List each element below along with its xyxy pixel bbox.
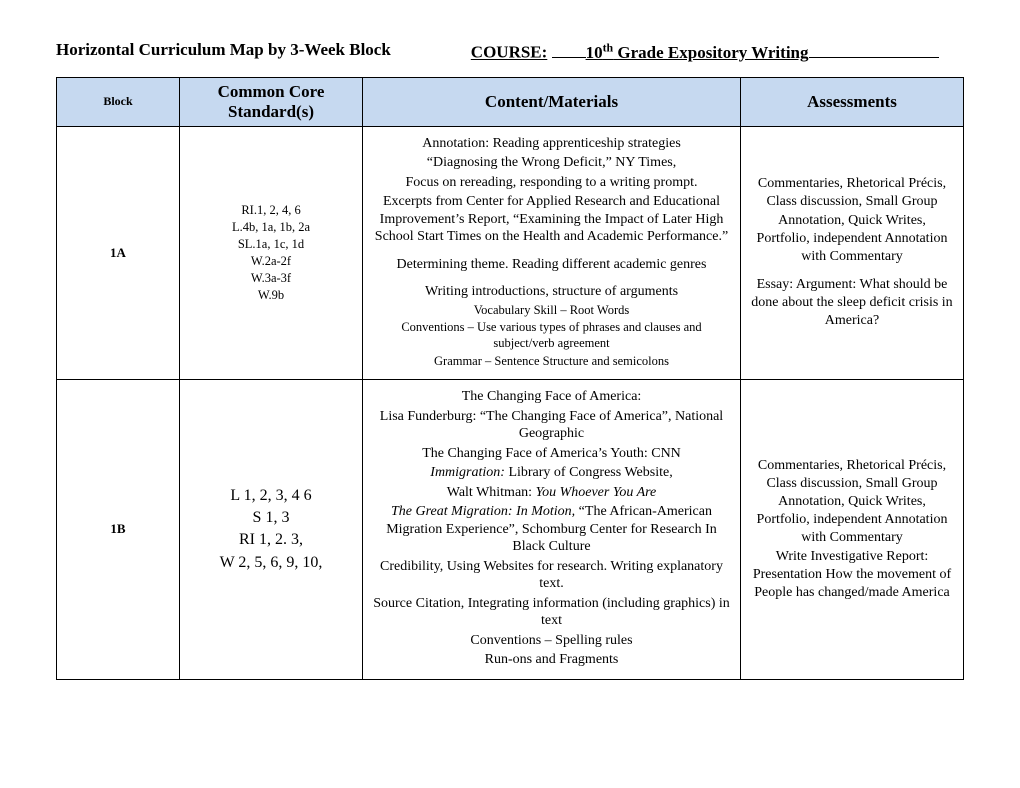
course-name: 10th Grade Expository Writing [586, 43, 809, 62]
col-block: Block [57, 77, 180, 126]
content-line: Run-ons and Fragments [373, 651, 730, 669]
content-line: The Changing Face of America: [373, 388, 730, 406]
table-row: 1ARI.1, 2, 4, 6L.4b, 1a, 1b, 2aSL.1a, 1c… [57, 126, 964, 380]
standard-line: W.9b [190, 287, 352, 304]
curriculum-table: Block Common Core Standard(s) Content/Ma… [56, 77, 964, 680]
col-standards: Common Core Standard(s) [180, 77, 363, 126]
content-line: Vocabulary Skill – Root Words [373, 303, 730, 319]
content-line: “Diagnosing the Wrong Deficit,” NY Times… [373, 154, 730, 172]
standard-line: L.4b, 1a, 1b, 2a [190, 219, 352, 236]
standard-line: L 1, 2, 3, 4 6 [190, 485, 352, 507]
standards-cell: L 1, 2, 3, 4 6S 1, 3RI 1, 2. 3,W 2, 5, 6… [180, 380, 363, 680]
content-line: Grammar – Sentence Structure and semicol… [373, 354, 730, 370]
standard-line: SL.1a, 1c, 1d [190, 236, 352, 253]
course-trail [809, 57, 939, 58]
content-line: Annotation: Reading apprenticeship strat… [373, 135, 730, 153]
table-header-row: Block Common Core Standard(s) Content/Ma… [57, 77, 964, 126]
content-line: The Changing Face of America’s Youth: CN… [373, 445, 730, 463]
content-cell: The Changing Face of America: Lisa Funder… [363, 380, 741, 680]
content-line: Excerpts from Center for Applied Researc… [373, 193, 730, 246]
content-line: Credibility, Using Websites for research… [373, 558, 730, 593]
standard-line: W.2a-2f [190, 253, 352, 270]
col-assessments: Assessments [741, 77, 964, 126]
content-line: Walt Whitman: You Whoever You Are [373, 484, 730, 502]
content-line: Determining theme. Reading different aca… [373, 256, 730, 274]
standard-line: RI 1, 2. 3, [190, 529, 352, 551]
course-label: COURSE: [471, 43, 548, 62]
block-cell: 1A [57, 126, 180, 380]
content-cell: Annotation: Reading apprenticeship strat… [363, 126, 741, 380]
table-row: 1BL 1, 2, 3, 4 6S 1, 3RI 1, 2. 3,W 2, 5,… [57, 380, 964, 680]
standard-line: W.3a-3f [190, 270, 352, 287]
standard-line: S 1, 3 [190, 507, 352, 529]
assessment-line: Portfolio, independent Annotation with C… [751, 230, 953, 266]
assessments-cell: Commentaries, Rhetorical Précis, Class d… [741, 126, 964, 380]
assessment-line: Write Investigative Report: Presentation… [751, 548, 953, 603]
standards-cell: RI.1, 2, 4, 6L.4b, 1a, 1b, 2aSL.1a, 1c, … [180, 126, 363, 380]
course-block: COURSE: 10th Grade Expository Writing [471, 40, 939, 63]
assessment-line: Commentaries, Rhetorical Précis, Class d… [751, 175, 953, 230]
title-left: Horizontal Curriculum Map by 3-Week Bloc… [56, 40, 391, 63]
content-line: Focus on rereading, responding to a writ… [373, 174, 730, 192]
col-content: Content/Materials [363, 77, 741, 126]
content-line: Immigration: Library of Congress Website… [373, 464, 730, 482]
content-line: Conventions – Use various types of phras… [373, 320, 730, 351]
block-cell: 1B [57, 380, 180, 680]
content-line: The Great Migration: In Motion, “The Afr… [373, 503, 730, 556]
assessment-line: Essay: Argument: What should be done abo… [751, 276, 953, 331]
content-line: Lisa Funderburg: “The Changing Face of A… [373, 408, 730, 443]
content-line: Writing introductions, structure of argu… [373, 283, 730, 301]
content-line: Conventions – Spelling rules [373, 632, 730, 650]
content-line: Source Citation, Integrating information… [373, 595, 730, 630]
standard-line: RI.1, 2, 4, 6 [190, 202, 352, 219]
assessment-line: Portfolio, independent Annotation with C… [751, 511, 953, 547]
assessments-cell: Commentaries, Rhetorical Précis, Class d… [741, 380, 964, 680]
assessment-line: Commentaries, Rhetorical Précis, Class d… [751, 457, 953, 512]
course-blank [552, 57, 586, 58]
document-header: Horizontal Curriculum Map by 3-Week Bloc… [56, 40, 964, 63]
standard-line: W 2, 5, 6, 9, 10, [190, 552, 352, 574]
